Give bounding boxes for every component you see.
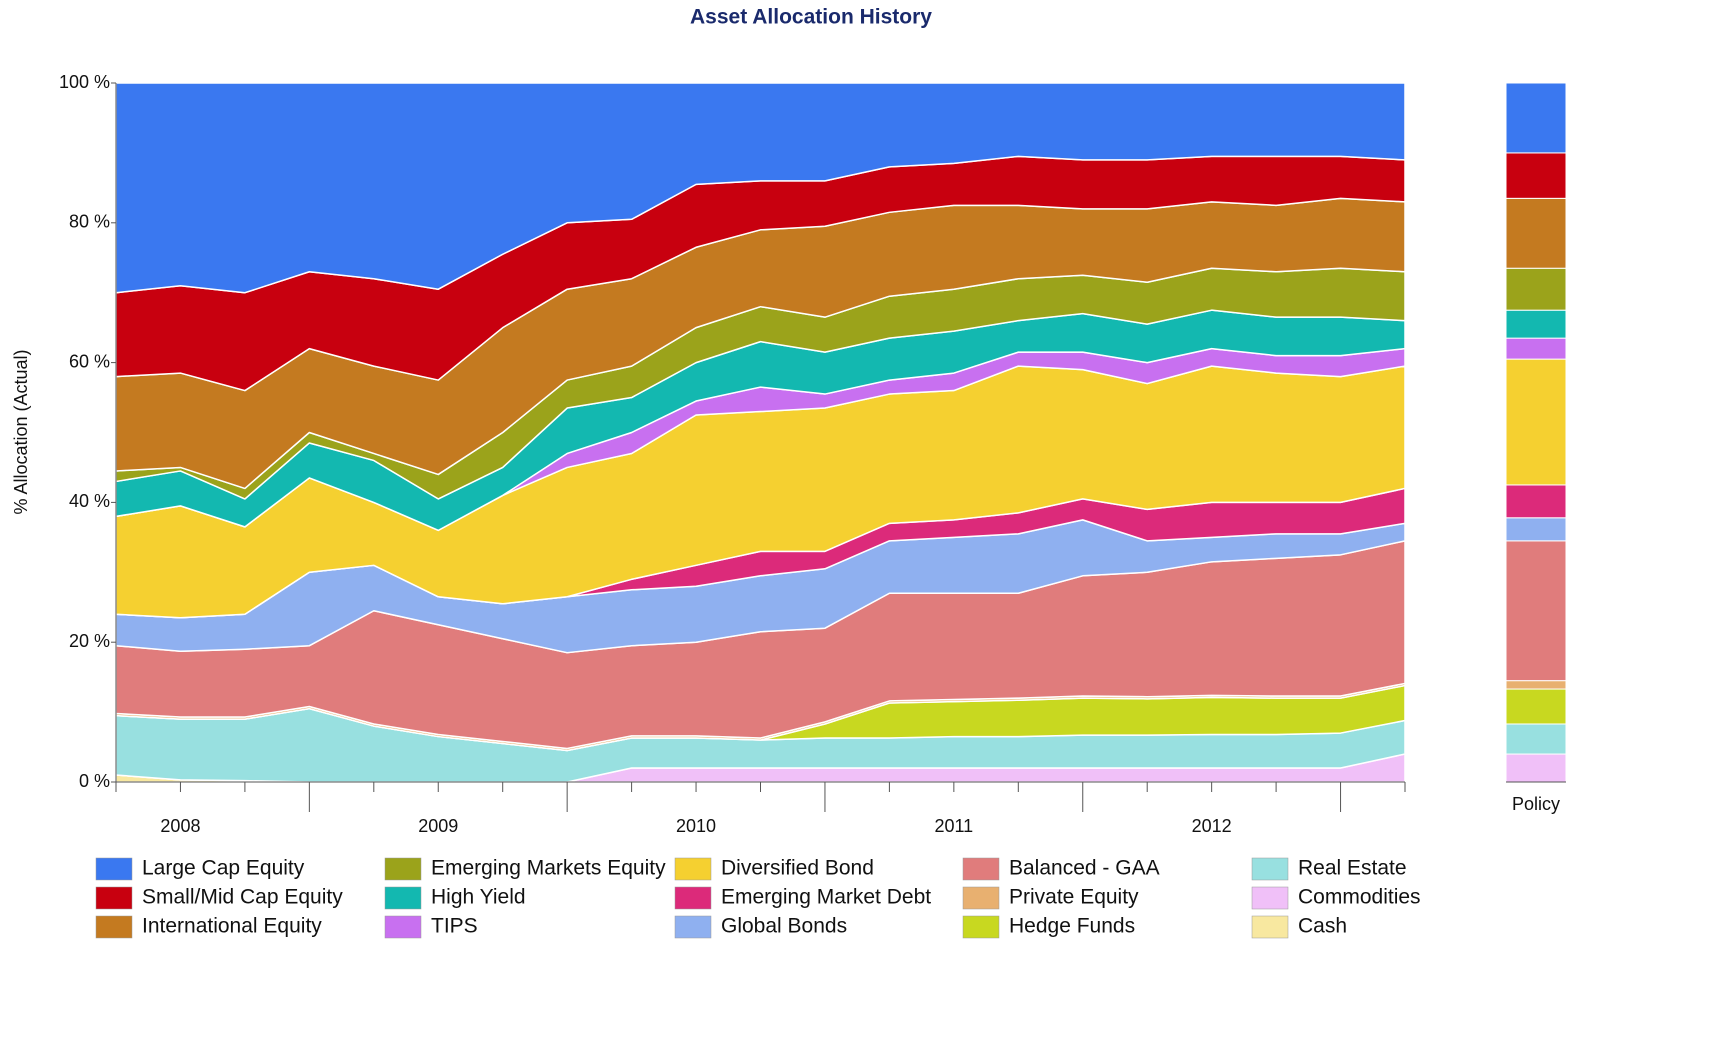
y-tick-label: 100 % [59, 72, 110, 92]
y-tick-label: 60 % [69, 351, 110, 371]
legend-swatch [674, 915, 712, 939]
legend-swatch [95, 915, 133, 939]
policy-segment [1505, 680, 1567, 690]
legend-label: Global Bonds [721, 915, 847, 938]
x-tick-label: 2011 [934, 816, 973, 836]
x-tick-label: 2012 [1192, 816, 1232, 836]
legend-swatch [1251, 886, 1289, 910]
legend-label: Commodities [1298, 886, 1421, 909]
x-tick-label: 2008 [160, 816, 200, 836]
y-tick-label: 20 % [69, 631, 110, 651]
legend-swatch [674, 886, 712, 910]
legend-label: Private Equity [1009, 886, 1139, 909]
legend-label: High Yield [431, 886, 526, 909]
policy-label: Policy [1512, 794, 1560, 814]
y-tick-label: 0 % [79, 771, 110, 791]
y-tick-label: 80 % [69, 212, 110, 232]
legend-label: Cash [1298, 915, 1347, 938]
legend-swatch [962, 857, 1000, 881]
y-tick-label: 40 % [69, 491, 110, 511]
policy-segment [1505, 82, 1567, 154]
policy-segment [1505, 484, 1567, 519]
legend-swatch [962, 915, 1000, 939]
policy-segment [1505, 358, 1567, 486]
policy-segment [1505, 517, 1567, 542]
legend-swatch [95, 857, 133, 881]
plot-area [115, 82, 1567, 783]
policy-segment [1505, 723, 1567, 755]
legend-swatch [95, 886, 133, 910]
legend-label: TIPS [431, 915, 478, 938]
legend-label: International Equity [142, 915, 322, 938]
legend-label: Diversified Bond [721, 857, 874, 880]
policy-segment [1505, 337, 1567, 360]
policy-segment [1505, 540, 1567, 682]
legend-swatch [384, 857, 422, 881]
axes: Policy 0 % 20 % 40 % 60 % 80 % 100 % 2008 2009 20… [59, 72, 1566, 939]
legend-label: Small/Mid Cap Equity [142, 886, 343, 909]
x-tick-label: 2009 [418, 816, 458, 836]
legend-swatch [384, 886, 422, 910]
area [115, 82, 1406, 294]
legend-label: Hedge Funds [1009, 915, 1135, 938]
legend-swatch [962, 886, 1000, 910]
legend-swatch [674, 857, 712, 881]
legend-label: Emerging Market Debt [721, 886, 931, 909]
x-tick-label: 2010 [676, 816, 716, 836]
chart-title: Asset Allocation History [690, 6, 932, 29]
legend-label: Large Cap Equity [142, 857, 305, 880]
legend-label: Real Estate [1298, 857, 1407, 880]
legend-swatch [384, 915, 422, 939]
policy-segment [1505, 309, 1567, 339]
y-axis-label: % Allocation (Actual) [11, 349, 31, 514]
policy-segment [1505, 753, 1567, 783]
policy-segment [1505, 197, 1567, 269]
legend-swatch [1251, 915, 1289, 939]
legend-label: Emerging Markets Equity [431, 857, 666, 880]
policy-segment [1505, 152, 1567, 199]
legend-label: Balanced - GAA [1009, 857, 1160, 880]
policy-segment [1505, 267, 1567, 311]
policy-segment [1505, 688, 1567, 725]
legend-swatch [1251, 857, 1289, 881]
